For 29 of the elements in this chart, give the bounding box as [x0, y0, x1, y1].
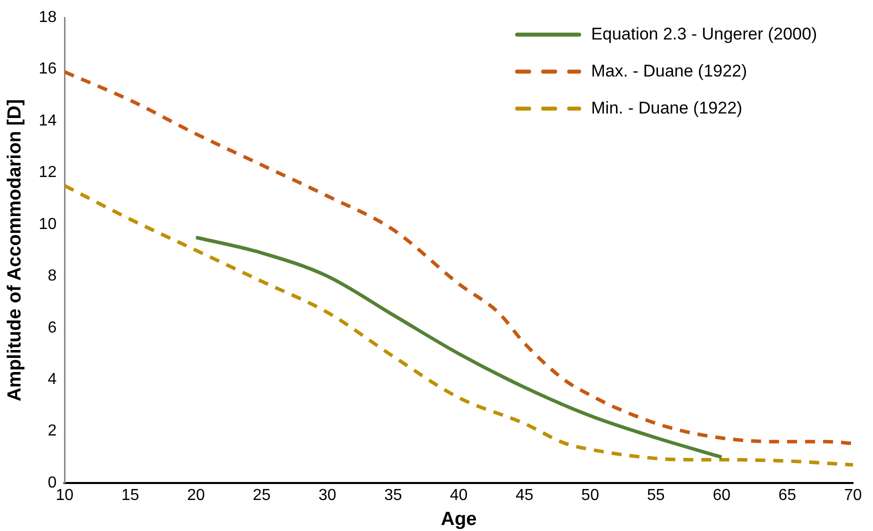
x-tick-label: 15 — [121, 487, 140, 504]
x-tick-label: 55 — [647, 487, 665, 504]
line-series — [194, 236, 724, 459]
legend-label: Min. - Duane (1922) — [591, 98, 742, 118]
y-tick-label: 6 — [48, 319, 57, 336]
y-tick-label: 16 — [38, 60, 57, 78]
x-tick-label: 20 — [187, 487, 205, 504]
x-tick-label: 70 — [844, 487, 862, 504]
legend-label: Equation 2.3 - Ungerer (2000) — [591, 24, 818, 44]
y-tick-label: 0 — [48, 474, 57, 492]
legend-label: Max. - Duane (1922) — [591, 61, 748, 80]
y-tick-label: 4 — [48, 370, 57, 388]
y-tick-label: 8 — [48, 268, 57, 285]
x-tick-label: 25 — [252, 487, 271, 504]
y-tick-label: 2 — [48, 422, 57, 440]
x-tick-label: 35 — [384, 487, 402, 504]
x-tick-label: 45 — [516, 487, 534, 504]
x-tick-label: 60 — [712, 487, 731, 504]
x-tick-label: 65 — [778, 487, 796, 504]
y-tick-label: 18 — [38, 9, 57, 26]
x-tick-label: 50 — [581, 487, 600, 504]
y-axis-title: Amplitude of Accommodarion [D] — [4, 99, 26, 402]
x-tick-label: 30 — [318, 487, 336, 504]
line-series — [64, 184, 853, 467]
y-tick-label: 10 — [38, 216, 57, 233]
y-tick-label: 12 — [38, 164, 57, 182]
x-axis-title: Age — [440, 508, 477, 530]
y-tick-label: 14 — [38, 112, 57, 130]
x-tick-label: 40 — [450, 487, 468, 504]
